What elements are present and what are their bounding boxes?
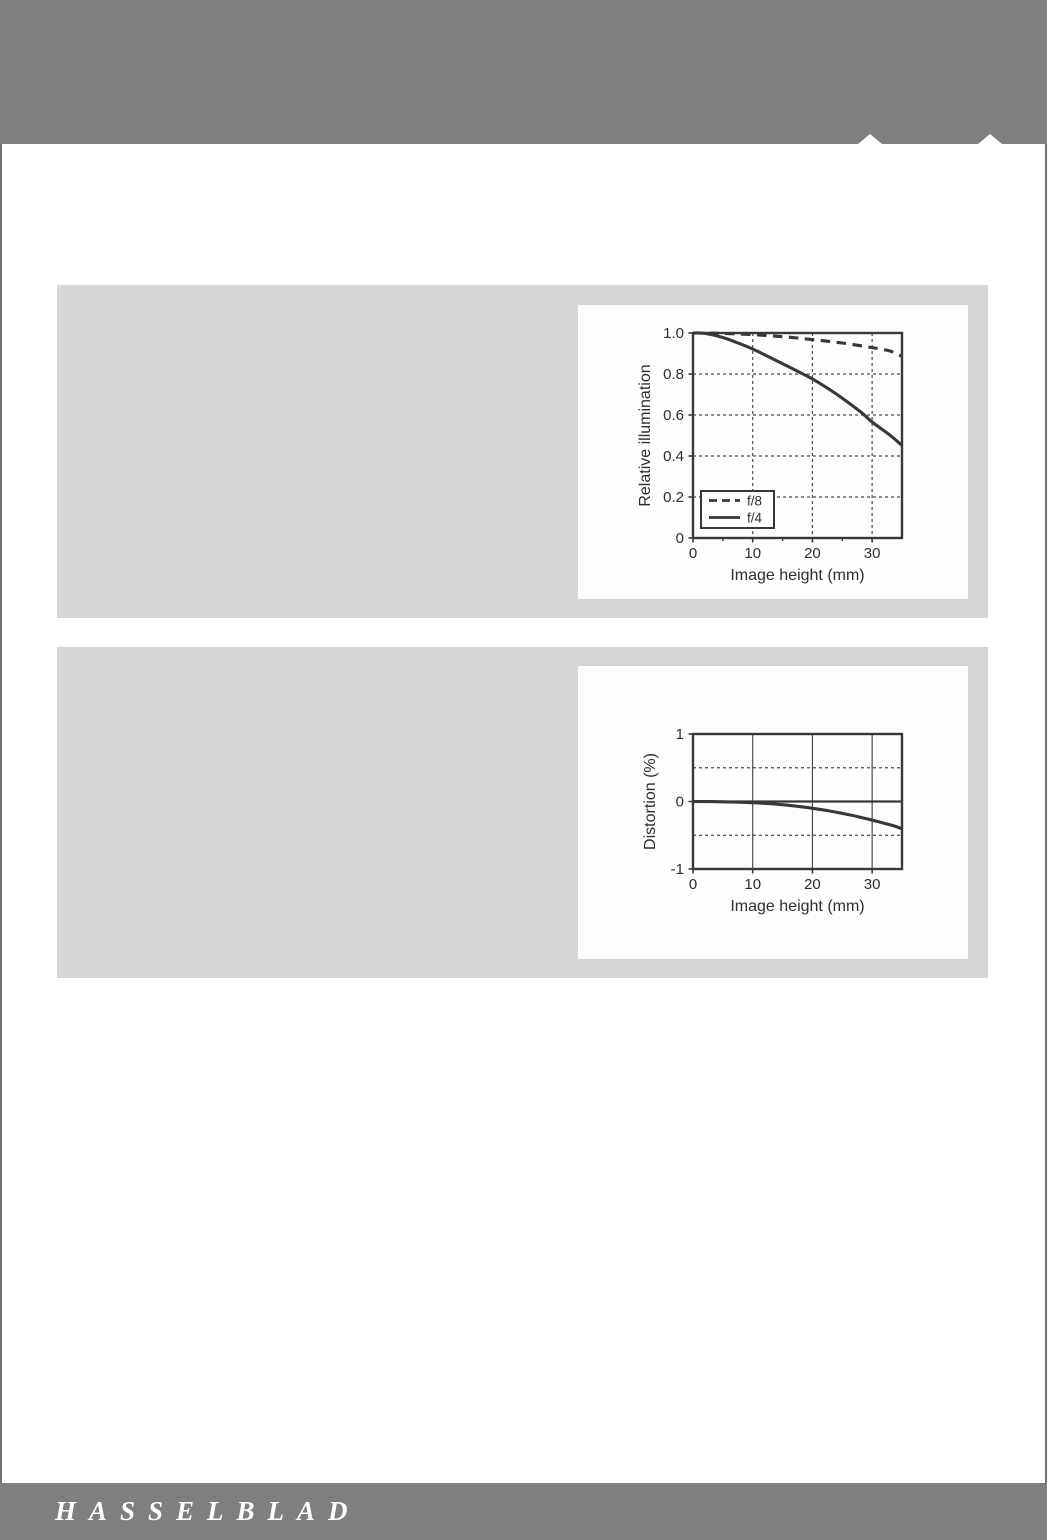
footer-band: HASSELBLAD [0, 1483, 1047, 1540]
svg-text:0.4: 0.4 [663, 448, 684, 465]
svg-text:10: 10 [744, 545, 761, 562]
svg-text:30: 30 [864, 545, 881, 562]
header-notch-icon [978, 134, 1002, 144]
page-border-left [0, 144, 2, 1483]
relative-illumination-chart: 0 10 20 30 0 0.2 0.4 0.6 0.8 1.0 Image height (mm)… [637, 325, 904, 584]
svg-text:0: 0 [689, 876, 697, 893]
svg-text:0: 0 [676, 530, 684, 547]
svg-text:0.8: 0.8 [663, 366, 684, 383]
svg-text:10: 10 [744, 876, 761, 893]
svg-text:Image height (mm): Image height (mm) [730, 898, 864, 915]
svg-text:Relative illumination: Relative illumination [637, 364, 654, 506]
page-border-right [1045, 144, 1047, 1483]
header-notch-icon [858, 134, 882, 144]
header-band [0, 0, 1047, 144]
distortion-chart-card: 0 10 20 30 1 0 -1 Image height (mm) Distortion (… [578, 666, 968, 959]
relative-illumination-chart-card: 0 10 20 30 0 0.2 0.4 0.6 0.8 1.0 Image height (mm)… [578, 305, 968, 599]
svg-text:-1: -1 [671, 861, 684, 878]
svg-text:f/4: f/4 [747, 511, 763, 526]
svg-text:30: 30 [864, 876, 881, 893]
svg-text:0: 0 [676, 794, 684, 811]
svg-text:0.6: 0.6 [663, 407, 684, 424]
svg-text:1.0: 1.0 [663, 325, 684, 342]
svg-text:1: 1 [676, 726, 684, 743]
svg-text:Distortion (%): Distortion (%) [642, 753, 659, 850]
hasselblad-logo: HASSELBLAD [55, 1496, 361, 1526]
svg-text:0: 0 [689, 545, 697, 562]
svg-text:20: 20 [804, 545, 821, 562]
svg-text:f/8: f/8 [747, 494, 762, 509]
svg-text:Image height (mm): Image height (mm) [730, 567, 864, 584]
svg-text:20: 20 [804, 876, 821, 893]
svg-text:0.2: 0.2 [663, 489, 684, 506]
